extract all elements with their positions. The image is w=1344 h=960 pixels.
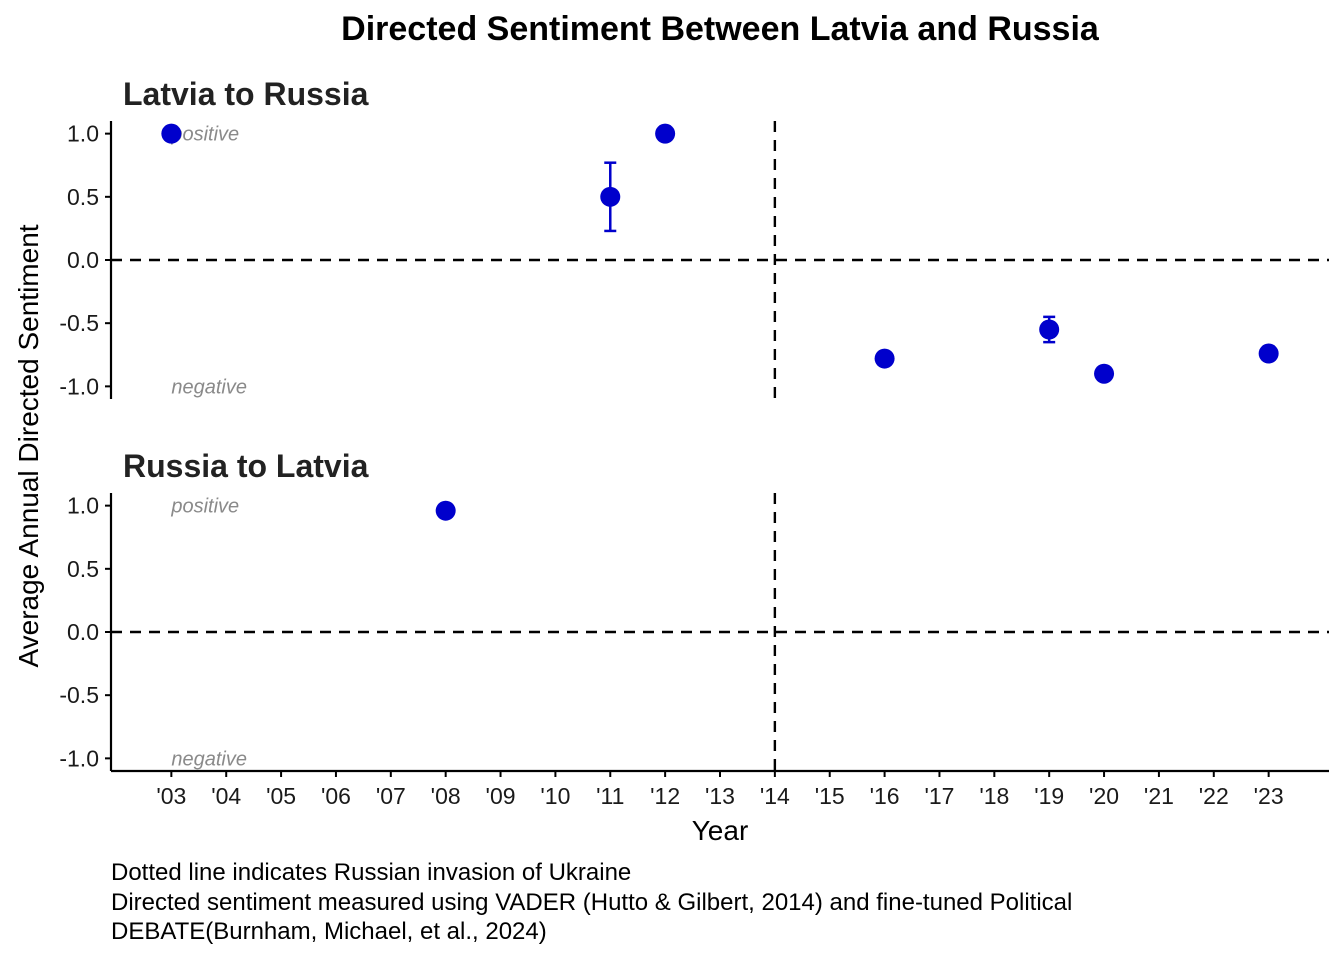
x-tick-label: '04 bbox=[211, 783, 241, 809]
x-tick-label: '22 bbox=[1199, 783, 1229, 809]
latvia-to-russia-point bbox=[1039, 319, 1060, 340]
latvia-to-russia-point bbox=[1094, 363, 1115, 384]
caption-line-2: Directed sentiment measured using VADER … bbox=[111, 889, 1072, 916]
x-tick-label: '11 bbox=[596, 783, 624, 809]
russia-to-latvia-point bbox=[435, 500, 456, 521]
x-tick-label: '15 bbox=[815, 783, 845, 809]
chart-title: Directed Sentiment Between Latvia and Ru… bbox=[341, 10, 1100, 48]
latvia-to-russia-point bbox=[161, 123, 182, 144]
x-tick-label: '14 bbox=[760, 783, 790, 809]
y-axis-title: Average Annual Directed Sentiment bbox=[13, 224, 44, 667]
latvia-to-russia-negative-label: negative bbox=[171, 376, 247, 398]
x-tick-label: '12 bbox=[650, 783, 680, 809]
caption-line-1: Dotted line indicates Russian invasion o… bbox=[111, 859, 631, 886]
latvia-to-russia-y-tick-label: 1.0 bbox=[67, 121, 99, 147]
x-tick-label: '06 bbox=[321, 783, 351, 809]
x-tick-label: '18 bbox=[979, 783, 1009, 809]
x-tick-label: '23 bbox=[1254, 783, 1284, 809]
x-tick-label: '07 bbox=[376, 783, 406, 809]
x-tick-label: '09 bbox=[486, 783, 516, 809]
russia-to-latvia-y-tick-label: 0.0 bbox=[67, 619, 99, 645]
russia-to-latvia-y-tick-label: -0.5 bbox=[59, 682, 99, 708]
plot-layer: 1.0 0.5 0.0 -0.5 -1.0 positive negative 1.0 0.5 0… bbox=[59, 121, 1329, 809]
russia-to-latvia-positive-label: positive bbox=[170, 496, 239, 518]
latvia-to-russia-positive-label: positive bbox=[170, 124, 239, 146]
russia-to-latvia-y-tick-label: 1.0 bbox=[67, 493, 99, 519]
latvia-to-russia-point bbox=[655, 123, 676, 144]
x-tick-label: '19 bbox=[1034, 783, 1064, 809]
caption-line-3: DEBATE(Burnham, Michael, et al., 2024) bbox=[111, 918, 547, 945]
x-tick-label: '08 bbox=[431, 783, 461, 809]
x-tick-label: '10 bbox=[540, 783, 570, 809]
x-axis-title: Year bbox=[692, 815, 749, 846]
panel-title-russia-to-latvia: Russia to Latvia bbox=[123, 448, 369, 484]
x-tick-label: '17 bbox=[924, 783, 954, 809]
panel-title-latvia-to-russia: Latvia to Russia bbox=[123, 76, 369, 112]
latvia-to-russia-y-tick-label: -0.5 bbox=[59, 310, 99, 336]
russia-to-latvia-y-tick-label: -1.0 bbox=[59, 745, 99, 771]
x-tick-label: '03 bbox=[156, 783, 186, 809]
x-tick-label: '13 bbox=[705, 783, 735, 809]
russia-to-latvia-negative-label: negative bbox=[171, 748, 247, 770]
x-tick-label: '21 bbox=[1144, 783, 1174, 809]
latvia-to-russia-point bbox=[600, 186, 621, 207]
x-tick-label: '16 bbox=[870, 783, 900, 809]
latvia-to-russia-point bbox=[874, 348, 895, 369]
x-tick-label: '05 bbox=[266, 783, 296, 809]
x-tick-label: '20 bbox=[1089, 783, 1119, 809]
russia-to-latvia-y-tick-label: 0.5 bbox=[67, 556, 99, 582]
latvia-to-russia-y-tick-label: -1.0 bbox=[59, 373, 99, 399]
latvia-to-russia-point bbox=[1258, 343, 1279, 364]
latvia-to-russia-y-tick-label: 0.0 bbox=[67, 247, 99, 273]
latvia-to-russia-y-tick-label: 0.5 bbox=[67, 184, 99, 210]
